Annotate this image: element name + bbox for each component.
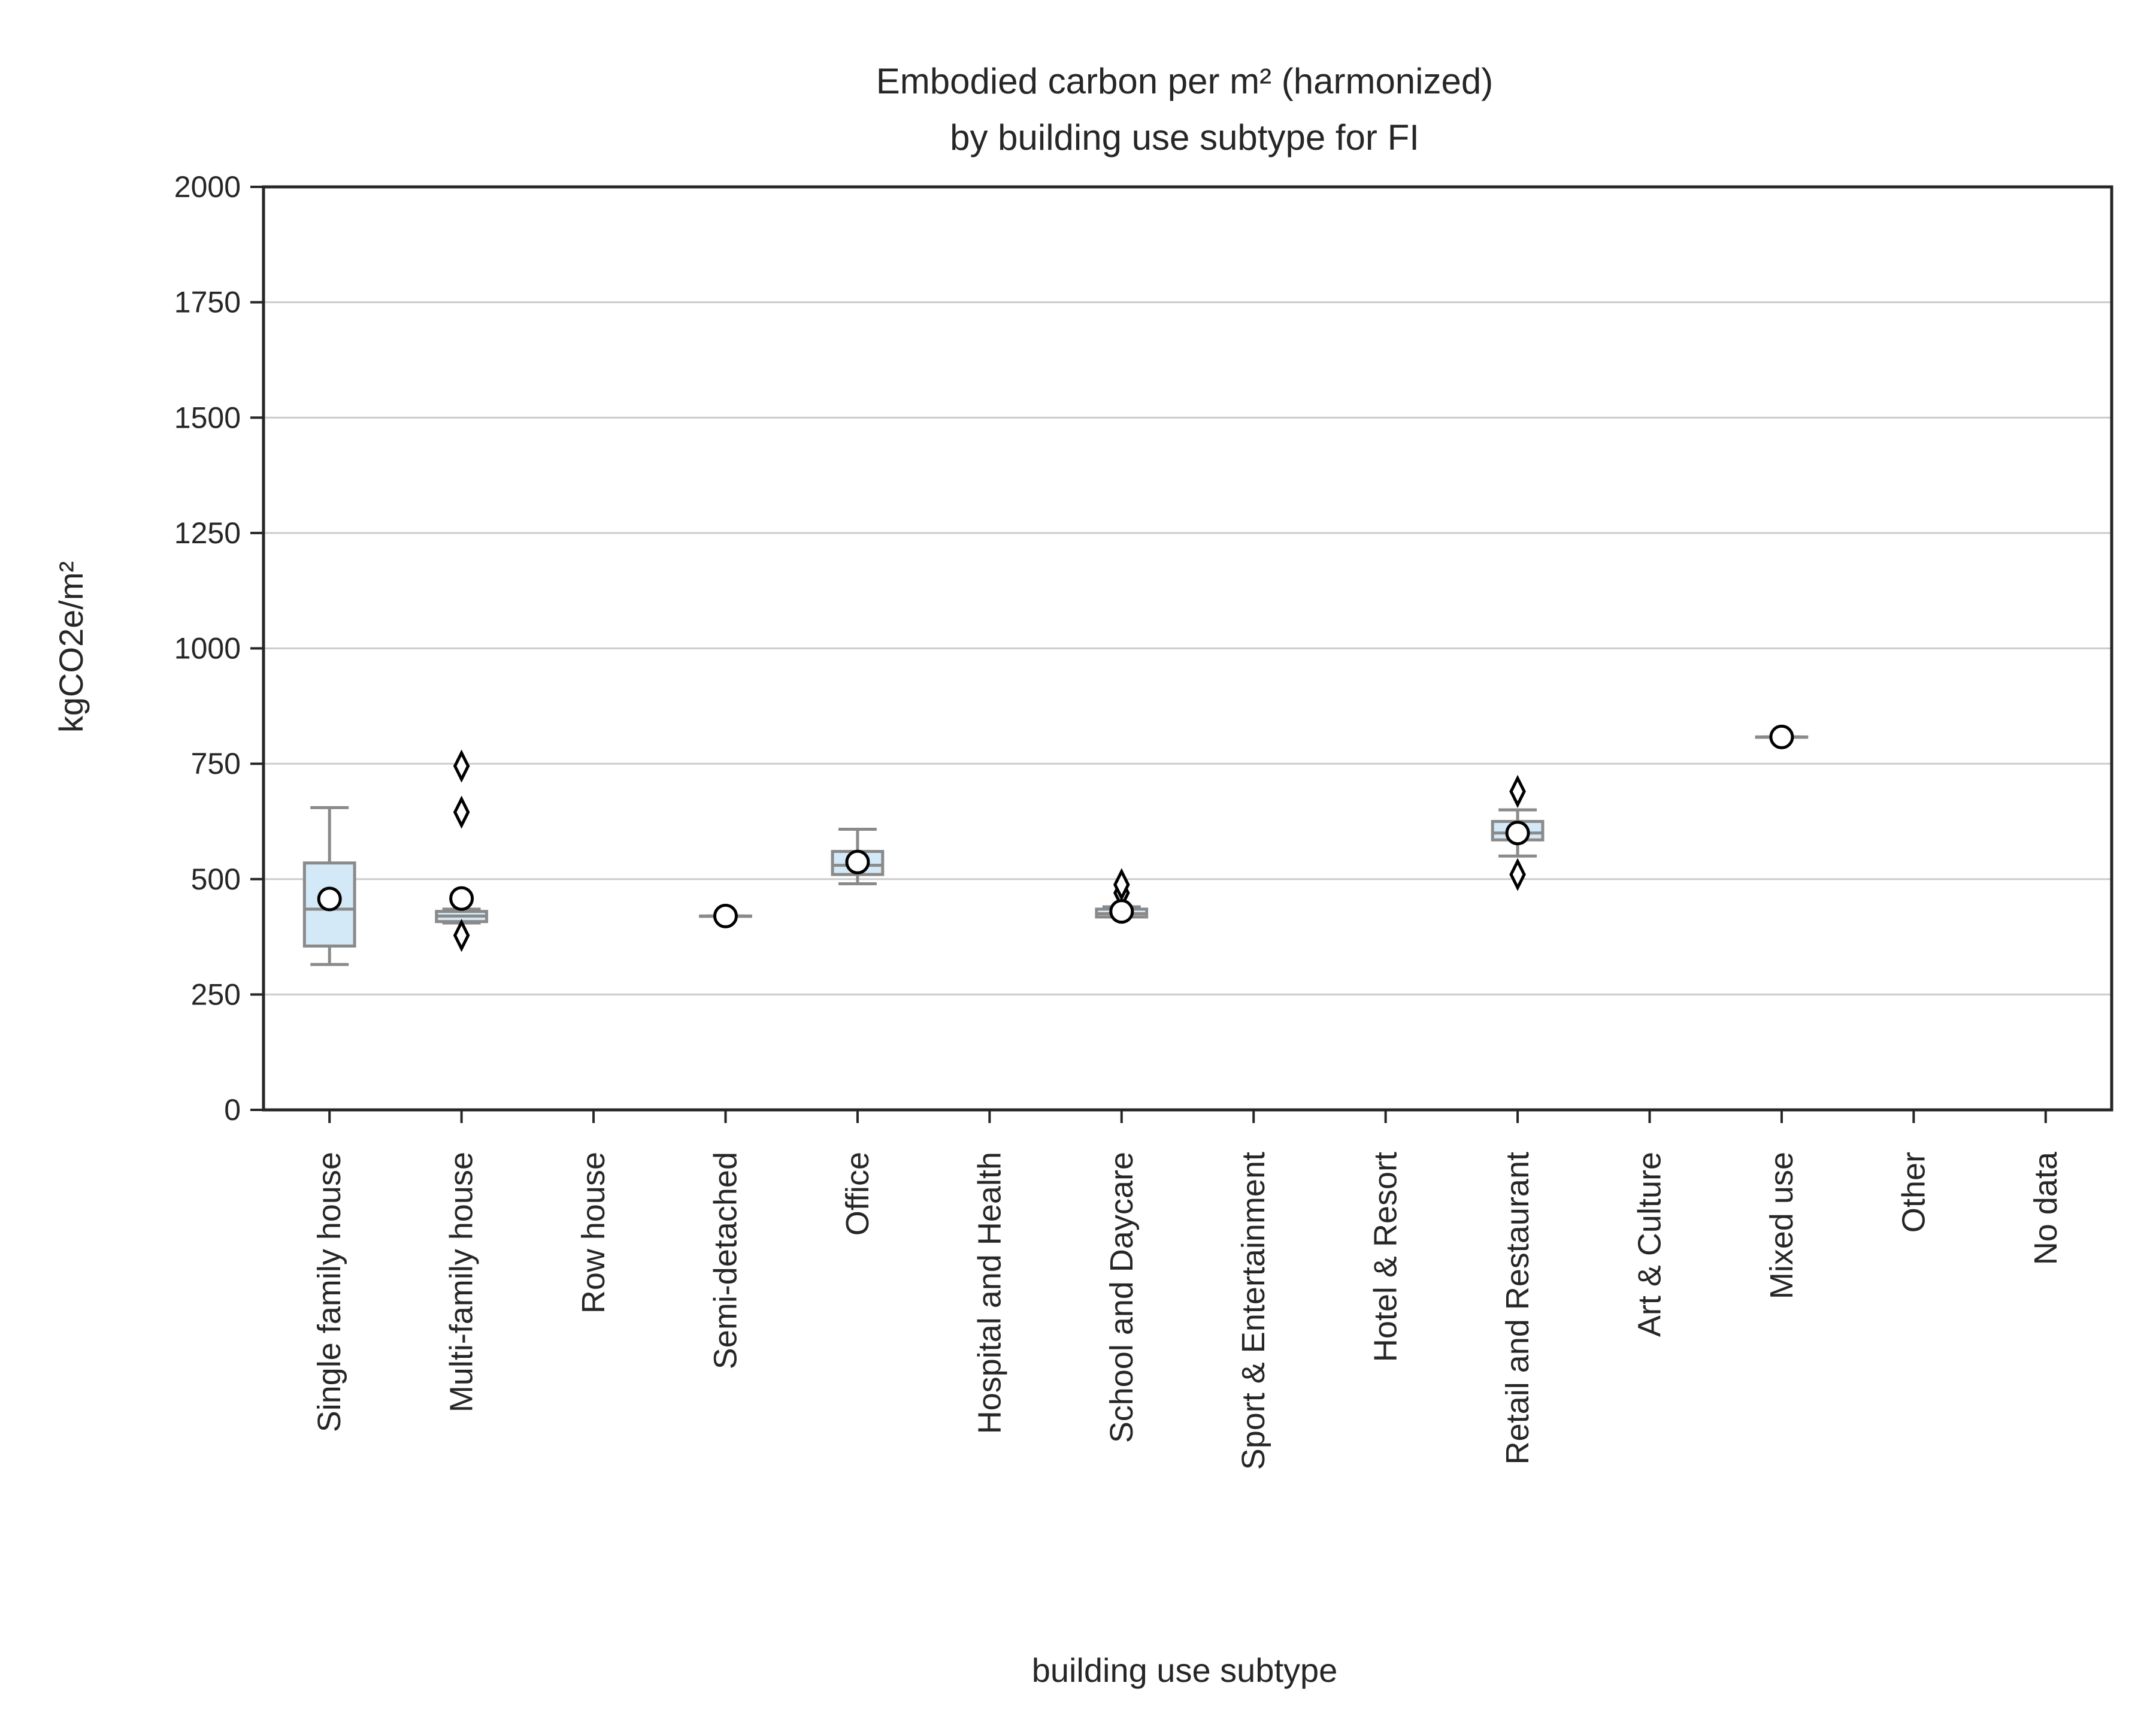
chart-title-line-2: by building use subtype for FI [950, 117, 1419, 158]
y-tick-label: 1750 [174, 286, 241, 319]
mean-marker [449, 886, 474, 911]
outlier-point [453, 919, 470, 952]
mean-marker [1109, 899, 1134, 924]
chart-title-line-1: Embodied carbon per m² (harmonized) [876, 61, 1493, 101]
plot-frame [262, 185, 2113, 1112]
gridlines [264, 301, 2112, 995]
y-tick-label: 750 [191, 747, 241, 780]
mean-marker [317, 886, 342, 912]
x-tick-label: Art & Culture [1632, 1152, 1668, 1337]
box-single-family-house [302, 806, 356, 966]
x-tick-label: School and Daycare [1104, 1152, 1140, 1443]
y-axis: 0 250 500 750 1000 1250 1500 1750 2000 [174, 170, 264, 1127]
x-axis-title: building use subtype [1032, 1651, 1338, 1689]
x-tick-label: Sport & Entertainment [1236, 1152, 1271, 1470]
x-tick-label: Retail and Restaurant [1500, 1152, 1536, 1464]
x-tick-label: Hotel & Resort [1368, 1152, 1404, 1362]
outlier-point [453, 749, 470, 783]
x-tick-label: No data [2028, 1151, 2064, 1265]
outlier-series [453, 749, 1526, 952]
box-series [302, 735, 1809, 966]
x-tick-label: Single family house [311, 1152, 347, 1432]
mean-marker [1505, 821, 1530, 846]
outlier-point [453, 795, 470, 829]
x-tick-label: Row house [576, 1152, 611, 1314]
y-tick-label: 1500 [174, 401, 241, 434]
x-axis: Single family house Multi-family house Row… [311, 1110, 2064, 1470]
mean-marker [1769, 724, 1794, 749]
y-tick-label: 1000 [174, 632, 241, 665]
x-tick-label: Other [1895, 1152, 1931, 1233]
y-tick-label: 1250 [174, 516, 241, 550]
outlier-point [1509, 774, 1526, 808]
y-tick-label: 500 [191, 862, 241, 896]
mean-marker [845, 849, 870, 874]
x-tick-label: Multi-family house [444, 1152, 480, 1412]
x-tick-label: Office [840, 1152, 876, 1236]
mean-series [317, 724, 1794, 928]
y-tick-label: 0 [224, 1093, 241, 1127]
y-axis-title: kgCO2e/m² [52, 561, 90, 733]
mean-marker [713, 903, 738, 928]
outlier-point [1509, 858, 1526, 891]
x-tick-label: Mixed use [1764, 1152, 1800, 1299]
outlier-point [1113, 868, 1130, 901]
x-tick-label: Hospital and Health [971, 1152, 1007, 1434]
y-tick-label: 2000 [174, 170, 241, 204]
y-tick-label: 250 [191, 978, 241, 1011]
x-tick-label: Semi-detached [708, 1152, 744, 1369]
